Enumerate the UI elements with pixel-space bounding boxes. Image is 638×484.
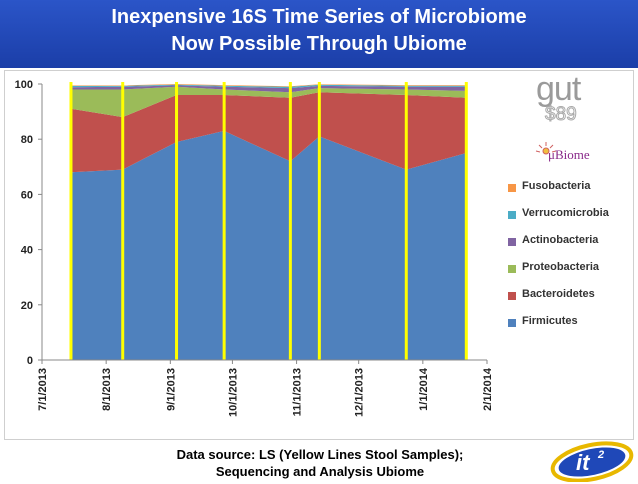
x-tick-label-4: 10/1/2013 <box>227 368 239 417</box>
legend-swatch <box>508 292 516 300</box>
title-line-2: Now Possible Through Ubiome <box>171 33 467 55</box>
x-tick-label-8: 2/1/2014 <box>482 367 494 411</box>
area-bacteroidetes <box>71 92 467 173</box>
legend-label: Bacteroidetes <box>522 288 595 300</box>
gut-logo-text: gut <box>536 70 581 108</box>
x-tick-label-5: 11/1/2013 <box>292 368 304 416</box>
y-tick-label-80: 80 <box>21 134 33 146</box>
chart-axes: 0 20 40 60 80 100 7/1/2013 8/1/2013 9/1/2013 10/1… <box>15 79 494 417</box>
y-tick-label-40: 40 <box>21 245 33 257</box>
x-tick-label-2: 8/1/2013 <box>101 368 113 411</box>
area-layers <box>71 84 467 360</box>
it2-logo: it 2 <box>550 441 634 482</box>
legend-swatch <box>508 265 516 273</box>
legend-label: Firmicutes <box>522 315 578 327</box>
y-tick-label-20: 20 <box>21 300 33 312</box>
legend-label: Fusobacteria <box>522 180 591 192</box>
legend-swatch <box>508 238 516 246</box>
y-tick-label-60: 60 <box>21 189 33 201</box>
svg-text:it: it <box>576 450 591 475</box>
legend-swatch <box>508 184 516 192</box>
ubiome-logo-text: μBiome <box>548 147 590 162</box>
sample-lines <box>69 82 468 360</box>
y-tick-label-100: 100 <box>15 79 33 91</box>
area-fusobacteria <box>71 84 467 87</box>
source-line-2: Sequencing and Analysis Ubiome <box>215 464 425 479</box>
area-actinobacteria <box>71 85 467 93</box>
x-tick-label-6: 12/1/2013 <box>354 368 366 417</box>
x-tick-label-3: 9/1/2013 <box>165 368 177 411</box>
title-banner <box>0 0 638 68</box>
legend-swatch <box>508 211 516 219</box>
data-source-note: Data source: LS (Yellow Lines Stool Samp… <box>110 446 530 480</box>
area-verrucomicrobia <box>71 84 467 89</box>
svg-text:2: 2 <box>597 449 604 461</box>
area-proteobacteria <box>71 86 467 118</box>
legend-swatch <box>508 319 516 327</box>
y-tick-label-0: 0 <box>27 355 33 367</box>
title-line-1: Inexpensive 16S Time Series of Microbiom… <box>111 6 527 28</box>
legend-label: Verrucomicrobia <box>522 207 609 219</box>
ubiome-logo <box>535 142 557 155</box>
legend-label: Actinobacteria <box>522 234 599 246</box>
source-line-1: Data source: LS (Yellow Lines Stool Samp… <box>176 447 464 462</box>
x-tick-label-7: 1/1/2014 <box>418 367 430 411</box>
x-tick-label-1: 7/1/2013 <box>37 368 49 411</box>
slide-title: Inexpensive 16S Time Series of Microbiom… <box>0 4 638 58</box>
area-firmicutes <box>71 130 467 360</box>
price-text: $89 <box>545 104 578 126</box>
legend-label: Proteobacteria <box>522 261 600 273</box>
